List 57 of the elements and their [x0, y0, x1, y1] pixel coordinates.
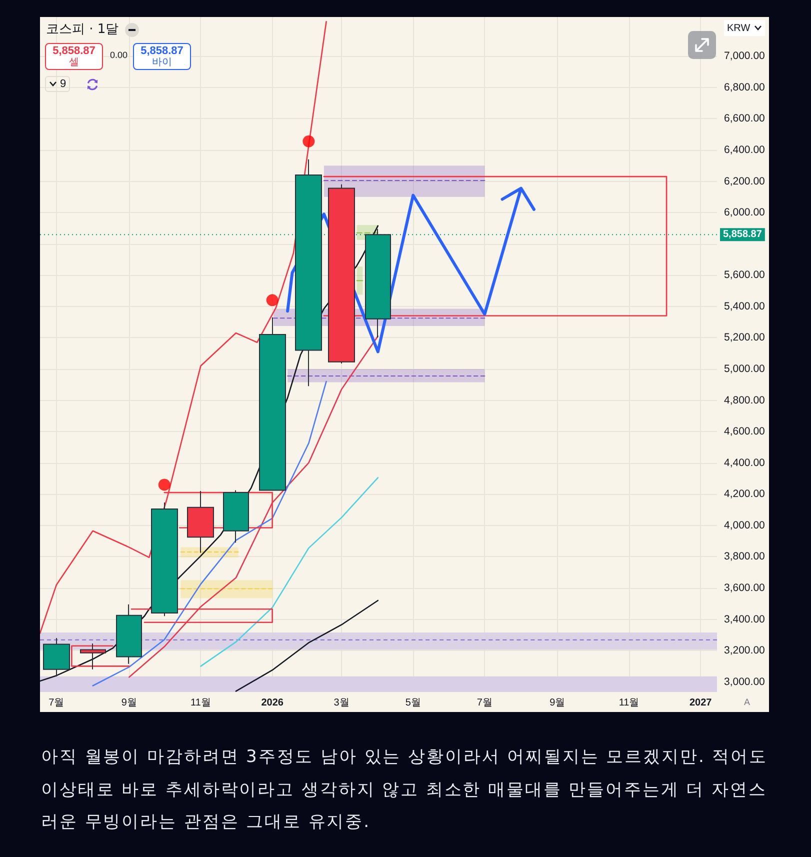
y-tick-label: 5,200.00 [724, 332, 766, 344]
point [302, 135, 315, 148]
chart-title: 코스피 · 1달 [46, 22, 119, 38]
x-tick-label: 9월 [121, 698, 137, 708]
point [266, 294, 278, 306]
line-series [200, 477, 379, 667]
y-tick-label: 7,000.00 [724, 50, 766, 62]
x-tick-label: 7월 [48, 698, 64, 708]
line-series [92, 380, 327, 686]
candlestick [295, 158, 322, 387]
annotation: 5,858.87 [52, 45, 96, 57]
y-tick-label: 4,800.00 [724, 394, 766, 406]
line-series [128, 335, 379, 678]
point [158, 478, 170, 491]
y-tick-label: 3,000.00 [724, 676, 766, 688]
toggle-button: 9 [45, 76, 70, 92]
y-tick-label: 4,600.00 [724, 426, 766, 438]
candlestick [43, 638, 70, 677]
x-tick-label: 5월 [405, 698, 421, 708]
text: 아직 월봉이 마감하려면 3주정도 남아 있는 상황이라서 어찌될지는 모르겠지만. 적어도 이상태로 바로 추세하락이라고 생각하지 않고 최소한 매물대를 만들어주는게 더 자연스러운 무빙이라는 관점은 그대로 유지중. [41, 746, 769, 834]
candlestick [116, 604, 142, 664]
annotation: 5,858.87 [140, 45, 184, 57]
y-tick-label: 3,600.00 [724, 582, 766, 594]
line-series [235, 600, 379, 692]
y-tick-label: 5,600.00 [724, 269, 766, 282]
x-tick-label: 11월 [618, 698, 640, 708]
annotation: 9 [60, 78, 66, 90]
y-tick-label: 4,000.00 [724, 519, 766, 532]
y-tick-label: 6,000.00 [724, 206, 766, 219]
candlestick [151, 502, 178, 617]
x-tick-label: 7월 [476, 698, 492, 708]
y-tick-label: 5,400.00 [724, 300, 766, 312]
y-tick-label: 4,400.00 [724, 456, 766, 469]
x-tick-label: 2027 [689, 698, 712, 708]
buy-button: 5,858.87 바이 [133, 43, 191, 70]
annotation: 바이 [152, 57, 172, 68]
annotation: 0.00 [110, 50, 128, 60]
annotation: 셀 [69, 57, 79, 68]
candlestick [223, 490, 249, 544]
y-tick-label: 4,200.00 [724, 488, 766, 500]
x-tick-label: 11월 [190, 698, 211, 708]
y-tick-label: 5,000.00 [724, 362, 766, 375]
y-tick-label: 3,200.00 [724, 644, 766, 657]
y-tick-label: 6,800.00 [724, 81, 766, 94]
x-tick-label: 9월 [550, 698, 566, 708]
y-tick-label: 3,400.00 [724, 613, 766, 626]
y-tick-label: 6,600.00 [724, 112, 766, 125]
text: A [744, 697, 750, 707]
y-tick-label: 6,200.00 [724, 175, 766, 188]
sell-button: 5,858.87 셀 [45, 43, 103, 70]
candlestick [259, 316, 286, 491]
x-tick-label: 3월 [334, 698, 350, 708]
y-tick-label: 6,400.00 [724, 144, 766, 156]
y-tick-label: 3,800.00 [724, 550, 766, 563]
ref-line-label: 5,858.87 [723, 229, 762, 240]
x-tick-label: 2026 [261, 698, 284, 708]
dropdown-button: KRW [724, 20, 766, 36]
